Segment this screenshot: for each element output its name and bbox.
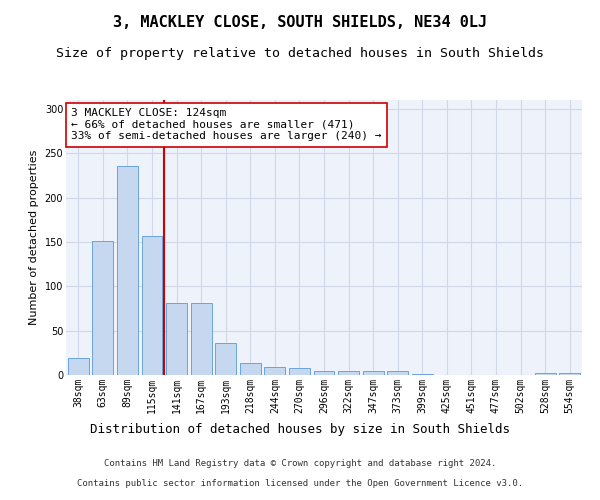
Text: 3, MACKLEY CLOSE, SOUTH SHIELDS, NE34 0LJ: 3, MACKLEY CLOSE, SOUTH SHIELDS, NE34 0L… [113, 15, 487, 30]
Text: Distribution of detached houses by size in South Shields: Distribution of detached houses by size … [90, 422, 510, 436]
Bar [215, 343, 236, 375]
Bar [338, 372, 359, 375]
Bar [240, 362, 261, 375]
Text: Contains public sector information licensed under the Open Government Licence v3: Contains public sector information licen… [77, 478, 523, 488]
Bar [117, 166, 138, 375]
Bar [166, 303, 187, 375]
Bar [68, 358, 89, 375]
Bar [559, 373, 580, 375]
Bar [412, 374, 433, 375]
Text: Size of property relative to detached houses in South Shields: Size of property relative to detached ho… [56, 48, 544, 60]
Bar [92, 241, 113, 375]
Bar [142, 236, 163, 375]
Text: Contains HM Land Registry data © Crown copyright and database right 2024.: Contains HM Land Registry data © Crown c… [104, 458, 496, 468]
Bar [362, 372, 383, 375]
Y-axis label: Number of detached properties: Number of detached properties [29, 150, 39, 325]
Bar [191, 303, 212, 375]
Bar [289, 368, 310, 375]
Bar [387, 372, 408, 375]
Bar [265, 367, 286, 375]
Text: 3 MACKLEY CLOSE: 124sqm
← 66% of detached houses are smaller (471)
33% of semi-d: 3 MACKLEY CLOSE: 124sqm ← 66% of detache… [71, 108, 382, 142]
Bar [314, 370, 334, 375]
Bar [535, 373, 556, 375]
